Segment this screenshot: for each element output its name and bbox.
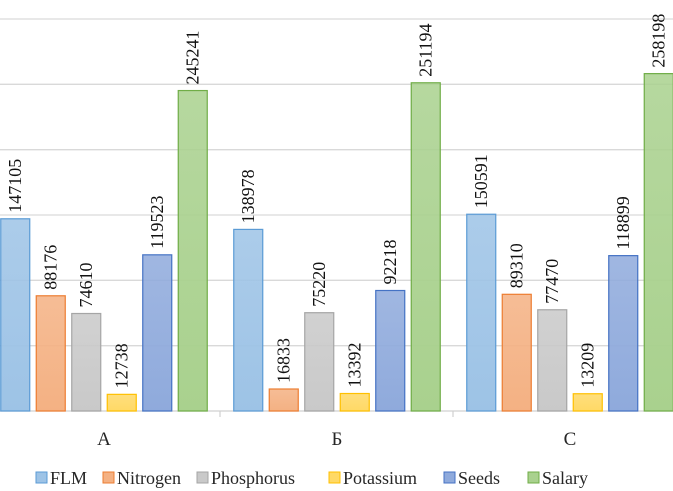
data-label: 138978 bbox=[238, 169, 258, 223]
legend-swatch bbox=[443, 471, 456, 484]
legend-item-phosphorus: Phosphorus bbox=[196, 468, 295, 488]
bar-phosphorus-2 bbox=[537, 309, 568, 412]
bar-phosphorus-1 bbox=[304, 312, 335, 412]
legend-label: Phosphorus bbox=[211, 468, 295, 488]
bar-salary-1 bbox=[410, 82, 441, 412]
data-label: 150591 bbox=[471, 154, 491, 208]
legend-swatch bbox=[527, 471, 540, 484]
bar-potassium-0 bbox=[106, 393, 137, 412]
data-label: 245241 bbox=[183, 31, 203, 85]
x-tick-label: A bbox=[97, 429, 111, 450]
legend-label: Salary bbox=[542, 468, 588, 488]
legend-item-salary: Salary bbox=[527, 468, 588, 488]
data-label: 74610 bbox=[76, 263, 96, 308]
legend-label: Potassium bbox=[343, 468, 417, 488]
data-label: 119523 bbox=[147, 195, 167, 248]
bar-potassium-1 bbox=[339, 392, 370, 412]
legend-swatch bbox=[102, 471, 115, 484]
data-labels: 147105 88176 74610 12738 119523 245241 138978 1… bbox=[5, 14, 669, 389]
data-label: 251194 bbox=[416, 23, 436, 76]
bar-potassium-2 bbox=[572, 393, 603, 412]
bar-seeds-2 bbox=[608, 255, 639, 412]
data-label: 12738 bbox=[112, 343, 132, 388]
bar-nitrogen-0 bbox=[35, 295, 66, 412]
bar-flm-1 bbox=[233, 228, 264, 412]
bar-flm-0 bbox=[0, 218, 31, 412]
bar-salary-2 bbox=[643, 73, 673, 412]
legend-label: Seeds bbox=[458, 468, 500, 488]
bar-nitrogen-2 bbox=[501, 293, 532, 412]
legend: FLM Nitrogen Phosphorus Potassium Seeds Salar… bbox=[35, 468, 588, 488]
legend-swatch bbox=[35, 471, 48, 484]
legend-swatch bbox=[196, 471, 209, 484]
x-tick-label: C bbox=[564, 429, 577, 450]
data-label: 258198 bbox=[649, 14, 669, 68]
data-label: 16833 bbox=[274, 338, 294, 383]
legend-item-seeds: Seeds bbox=[443, 468, 500, 488]
data-label: 92218 bbox=[380, 240, 400, 285]
bar-nitrogen-1 bbox=[268, 388, 299, 412]
legend-label: Nitrogen bbox=[117, 468, 181, 488]
data-label: 118899 bbox=[613, 196, 633, 249]
bars bbox=[0, 73, 673, 412]
bar-phosphorus-0 bbox=[71, 312, 102, 412]
data-label: 89310 bbox=[507, 243, 527, 288]
data-label: 75220 bbox=[309, 262, 329, 307]
legend-item-potassium: Potassium bbox=[328, 468, 417, 488]
bar-salary-0 bbox=[177, 89, 208, 412]
legend-swatch bbox=[328, 471, 341, 484]
legend-item-flm: FLM bbox=[35, 468, 87, 488]
data-label: 13392 bbox=[345, 343, 365, 388]
bar-flm-2 bbox=[466, 213, 497, 412]
data-label: 88176 bbox=[41, 245, 61, 290]
data-label: 147105 bbox=[5, 159, 25, 213]
x-tick-label: Б bbox=[332, 429, 343, 450]
legend-label: FLM bbox=[50, 468, 87, 488]
data-label: 13209 bbox=[578, 343, 598, 388]
bar-seeds-1 bbox=[375, 289, 406, 412]
gridlines bbox=[0, 18, 673, 412]
bar-seeds-0 bbox=[142, 254, 173, 412]
legend-item-nitrogen: Nitrogen bbox=[102, 468, 181, 488]
data-label: 77470 bbox=[542, 259, 562, 304]
